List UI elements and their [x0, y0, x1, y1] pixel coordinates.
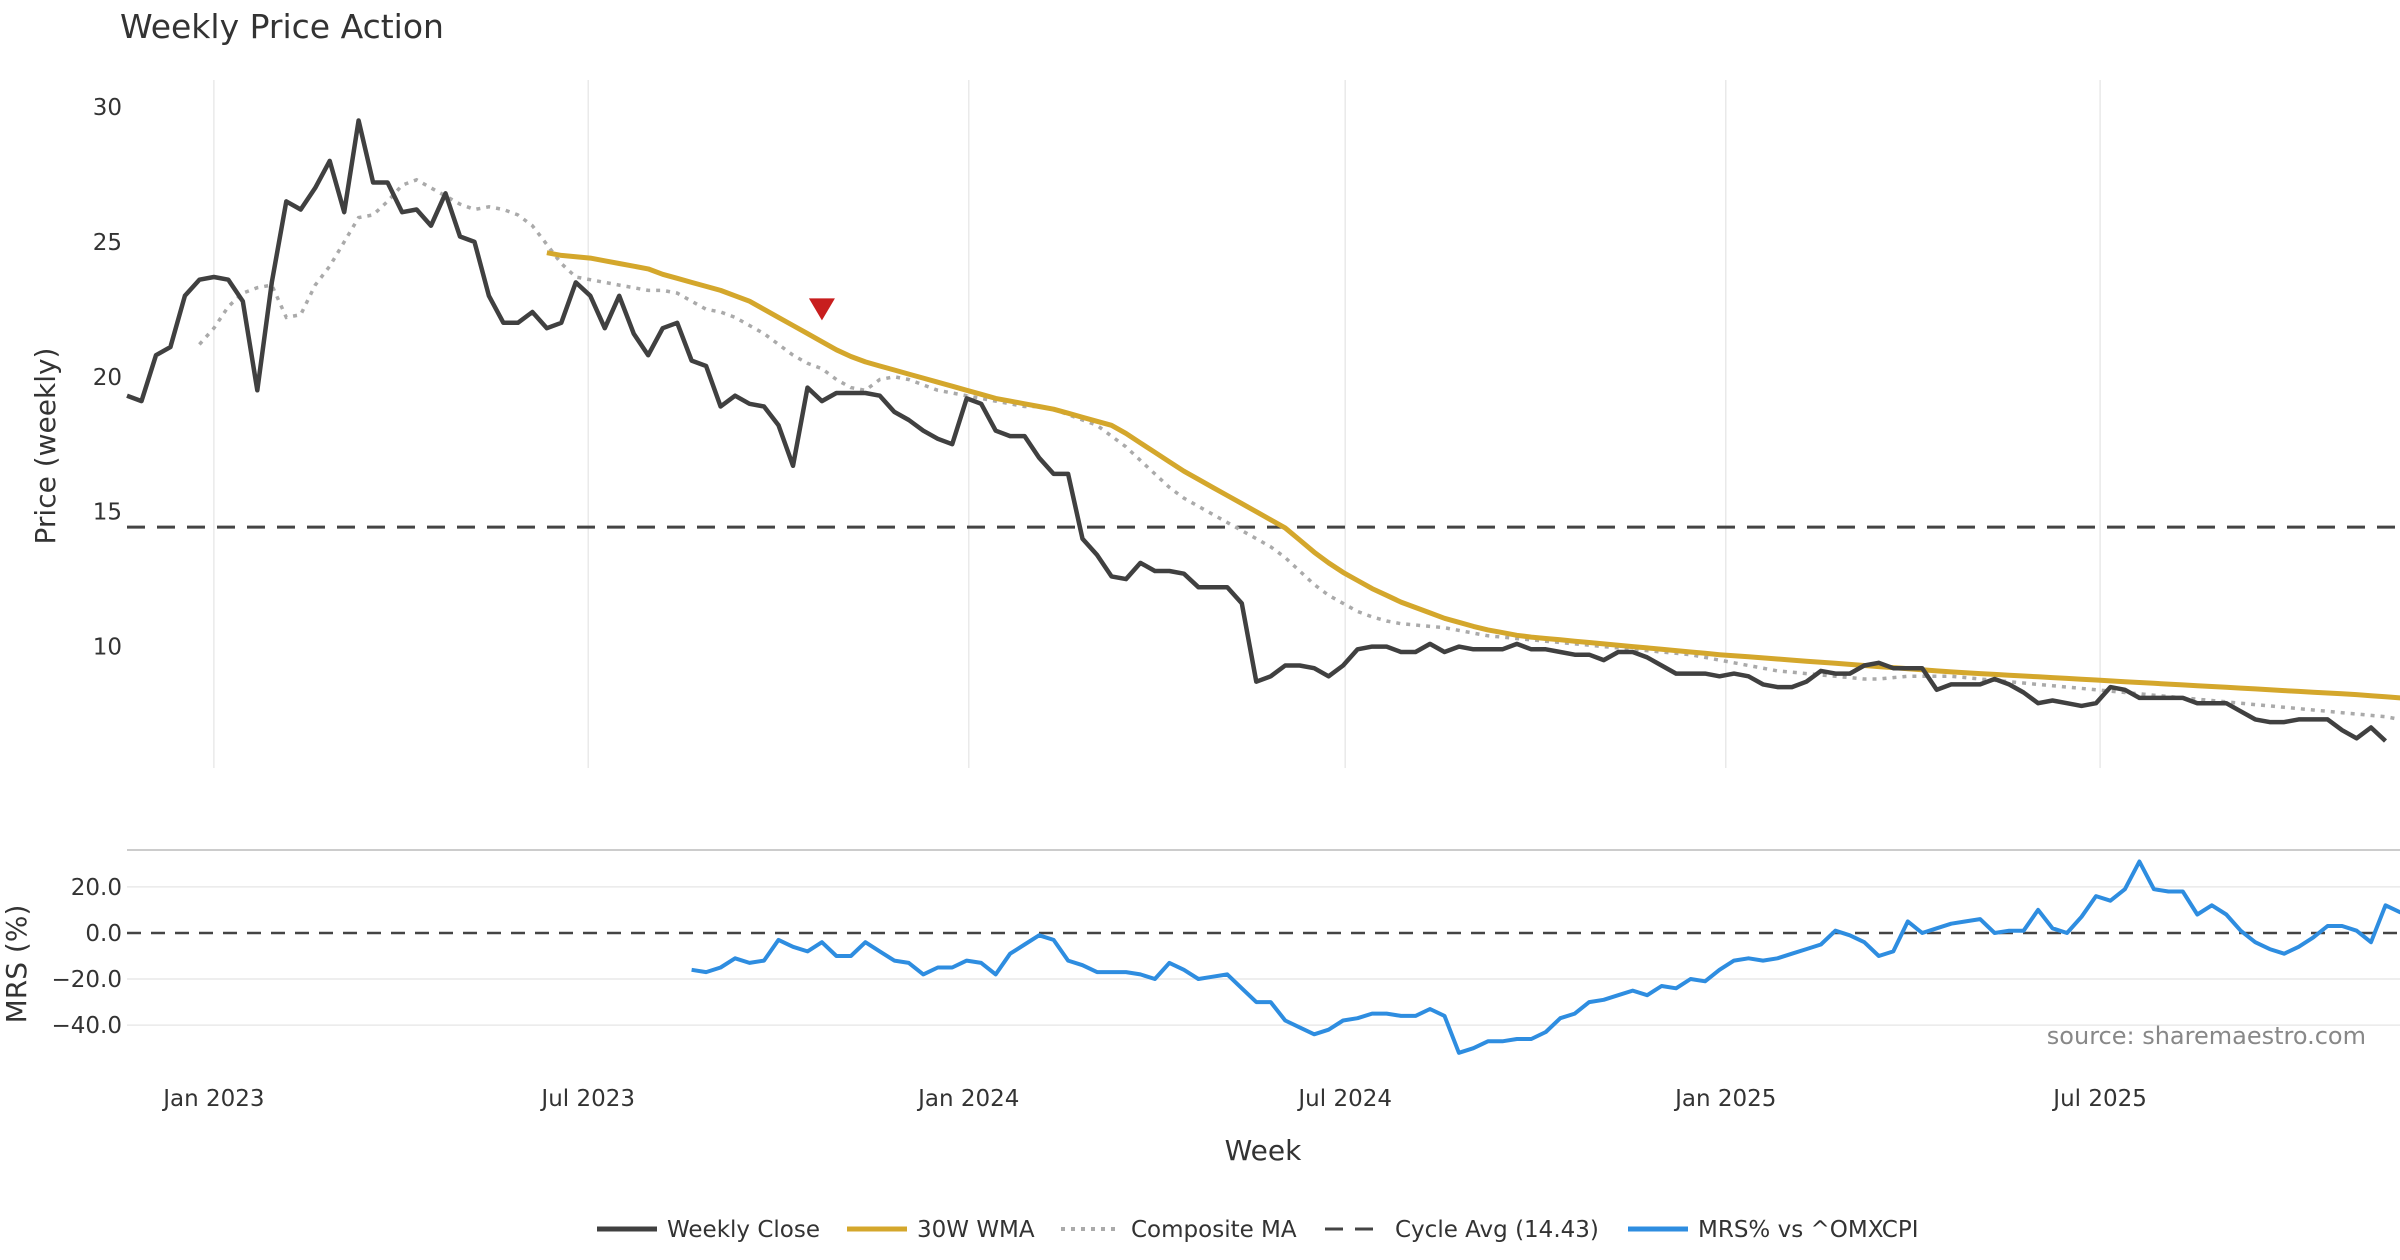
x-tick-label: Jan 2025 — [1673, 1086, 1776, 1112]
price-y-tick-label: 30 — [93, 95, 122, 121]
source-label: source: sharemaestro.com — [2047, 1022, 2366, 1050]
legend-label-wma: 30W WMA — [917, 1217, 1035, 1243]
price-y-ticks: 10 15 20 25 30 — [93, 95, 122, 661]
legend: Weekly Close 30W WMA Composite MA Cycle … — [597, 1217, 1919, 1243]
mrs-grid — [127, 886, 2400, 1026]
x-tick-label: Jul 2025 — [2051, 1086, 2147, 1112]
price-y-axis-title: Price (weekly) — [29, 348, 62, 545]
wma-30w-series — [546, 250, 2400, 701]
price-y-tick-label: 20 — [93, 365, 122, 391]
mrs-y-axis-title: MRS (%) — [0, 905, 33, 1024]
x-ticks: Jan 2023 Jul 2023 Jan 2024 Jul 2024 Jan 2025… — [161, 1086, 2147, 1112]
x-tick-label: Jan 2024 — [916, 1086, 1019, 1112]
chart-title: Weekly Price Action — [120, 7, 444, 46]
mrs-y-tick-label: −20.0 — [52, 967, 122, 993]
legend-label-composite: Composite MA — [1131, 1217, 1297, 1243]
signal-marker-icon — [808, 298, 835, 321]
mrs-y-ticks: −40.0 −20.0 0.0 20.0 — [52, 875, 122, 1039]
mrs-series — [691, 859, 2400, 1055]
composite-ma-series — [198, 177, 2400, 722]
x-tick-label: Jul 2023 — [539, 1086, 635, 1112]
x-tick-label: Jan 2023 — [161, 1086, 264, 1112]
mrs-y-tick-label: 0.0 — [85, 921, 122, 947]
price-y-tick-label: 15 — [93, 500, 122, 526]
mrs-y-tick-label: −40.0 — [52, 1013, 122, 1039]
legend-label-weekly-close: Weekly Close — [667, 1217, 820, 1243]
price-y-tick-label: 10 — [93, 635, 122, 661]
legend-label-mrs: MRS% vs ^OMXCPI — [1698, 1217, 1919, 1243]
weekly-close-series — [126, 118, 2388, 743]
mrs-y-tick-label: 20.0 — [71, 875, 122, 901]
x-axis-title: Week — [1225, 1134, 1302, 1167]
legend-label-cycle-avg: Cycle Avg (14.43) — [1395, 1217, 1599, 1243]
x-tick-label: Jul 2024 — [1296, 1086, 1392, 1112]
price-y-tick-label: 25 — [93, 230, 122, 256]
price-grid — [213, 80, 2101, 768]
